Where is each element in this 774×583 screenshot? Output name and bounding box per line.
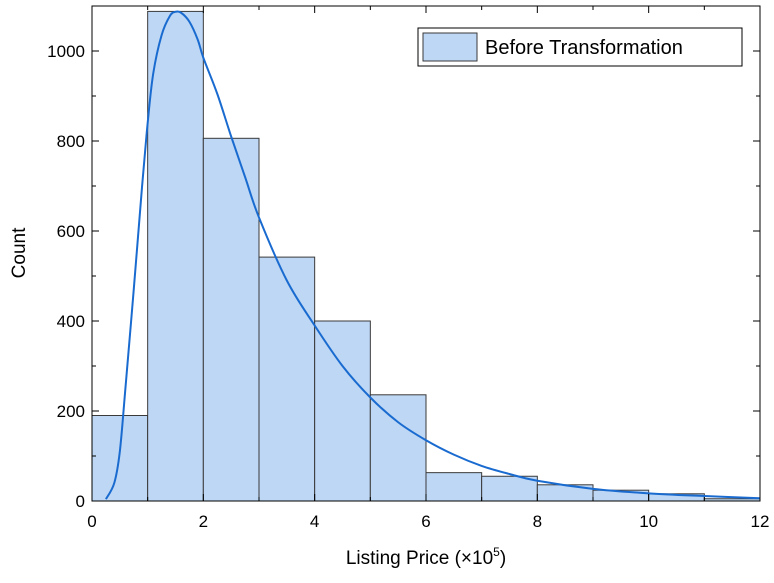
x-tick-label: 8 xyxy=(533,512,542,531)
axes-layer: 0 2 4 6 8 10 12 0 200 400 600 800 1000 xyxy=(47,5,770,531)
curve-layer xyxy=(105,10,761,500)
bars-layer xyxy=(91,10,761,502)
y-tick-label: 0 xyxy=(76,492,85,511)
y-tick-label: 400 xyxy=(57,312,85,331)
x-axis-title-close: ) xyxy=(500,548,506,569)
histogram-bar xyxy=(314,320,371,502)
x-tick-label: 4 xyxy=(310,512,319,531)
y-tick-label: 1000 xyxy=(47,42,85,61)
x-tick-label: 2 xyxy=(199,512,208,531)
fit-curve xyxy=(105,10,761,500)
x-tick-label: 10 xyxy=(639,512,658,531)
legend-swatch xyxy=(422,32,478,62)
x-tick-label: 0 xyxy=(87,512,96,531)
legend: Before Transformation xyxy=(417,27,743,67)
histogram-bar xyxy=(202,137,260,502)
x-axis-title: Listing Price (×105) xyxy=(346,545,506,569)
histogram-bar xyxy=(147,10,204,502)
x-tick-label: 12 xyxy=(751,512,770,531)
legend-label: Before Transformation xyxy=(485,37,683,59)
y-tick-label: 800 xyxy=(57,132,85,151)
y-tick-label: 200 xyxy=(57,402,85,421)
x-axis-title-exponent: 5 xyxy=(493,545,500,559)
x-axis-title-main: Listing Price (×10 xyxy=(346,548,493,569)
histogram-bar xyxy=(258,256,316,502)
x-tick-label: 6 xyxy=(421,512,430,531)
y-axis-title: Count xyxy=(9,227,30,278)
y-tick-label: 600 xyxy=(57,222,85,241)
histogram-bar xyxy=(369,394,427,502)
histogram-bar xyxy=(425,472,483,502)
